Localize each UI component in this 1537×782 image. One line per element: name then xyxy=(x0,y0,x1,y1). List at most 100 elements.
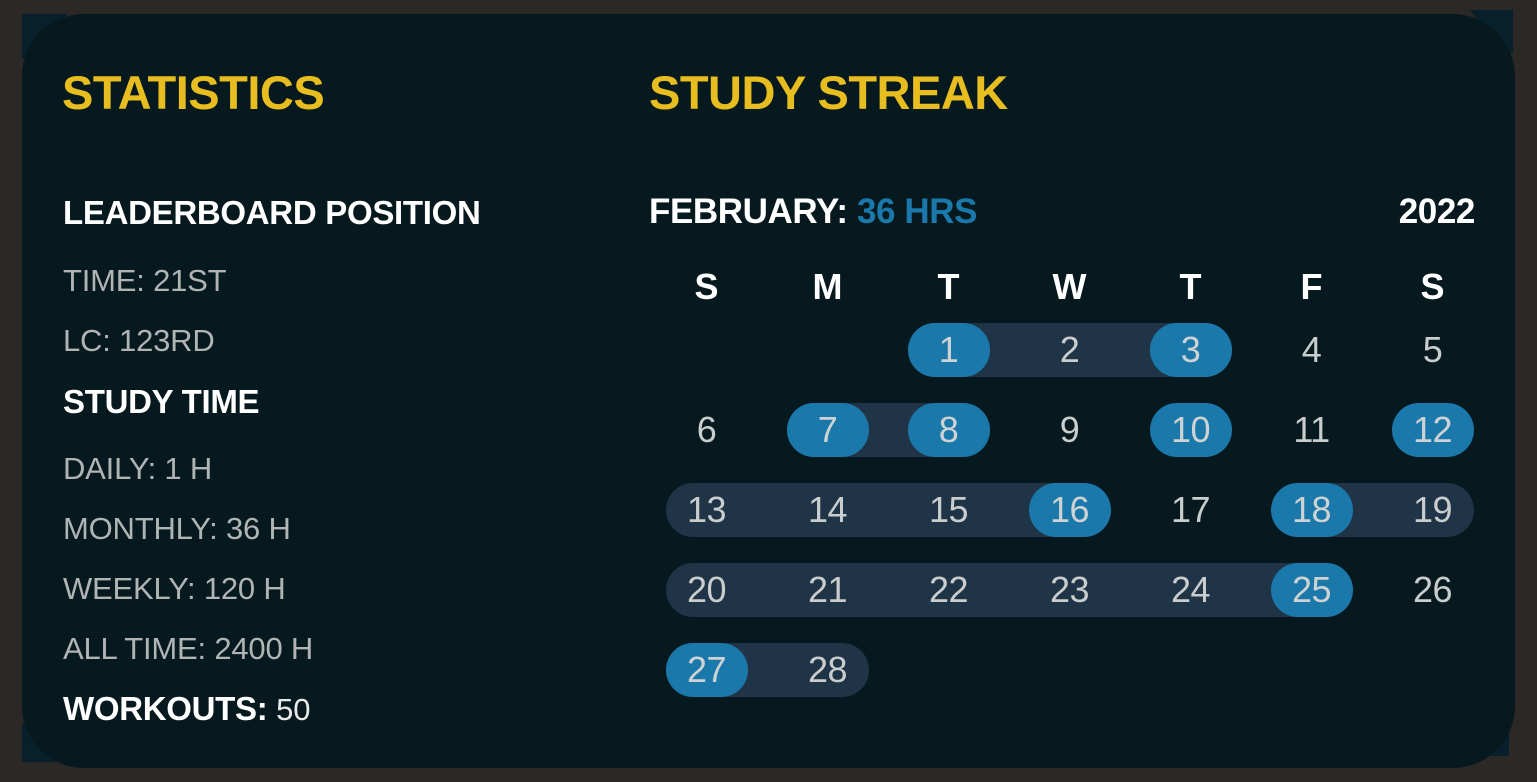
calendar-day-empty xyxy=(646,310,767,390)
calendar-day-label: 6 xyxy=(696,409,717,450)
calendar-day-label: 11 xyxy=(1293,409,1330,450)
calendar-day[interactable]: 21 xyxy=(767,550,888,630)
month-summary: FEBRUARY: 36 HRS xyxy=(649,194,977,229)
calendar-weekday-0: S xyxy=(694,266,719,307)
month-hours-value: 36 HRS xyxy=(856,192,978,231)
calendar-day-label: 7 xyxy=(786,403,869,457)
calendar-day-label: 20 xyxy=(686,569,727,610)
calendar-day-empty xyxy=(767,310,888,390)
streak-band xyxy=(665,563,1353,617)
calendar-day[interactable]: 17 xyxy=(1130,470,1251,550)
calendar-weeks: 1 2 3 4 5 6 7 8 9 10 11 12 13 14 15 16 17 18 19 20 21 22 23 24 2… xyxy=(646,310,1506,710)
calendar-day[interactable]: 22 xyxy=(888,550,1009,630)
workouts-row: WORKOUTS: 50 xyxy=(63,692,311,725)
calendar-day-label: 2 xyxy=(1059,329,1080,370)
calendar-day[interactable]: 12 xyxy=(1372,390,1493,470)
calendar-day-label: 24 xyxy=(1170,569,1211,610)
calendar-day[interactable]: 14 xyxy=(767,470,888,550)
calendar-day-empty xyxy=(1251,630,1372,710)
calendar-day[interactable]: 26 xyxy=(1372,550,1493,630)
calendar-day-label: 27 xyxy=(665,643,748,697)
month-name: FEBRUARY: xyxy=(649,192,848,231)
study-time-monthly: MONTHLY: 36 H xyxy=(63,511,291,546)
calendar-day-label: 25 xyxy=(1270,563,1353,617)
calendar-day-label: 4 xyxy=(1301,329,1322,370)
statistics-title: STATISTICS xyxy=(62,66,325,119)
calendar-day[interactable]: 6 xyxy=(646,390,767,470)
calendar-day-label: 23 xyxy=(1049,569,1090,610)
calendar-day[interactable]: 19 xyxy=(1372,470,1493,550)
calendar-week-row: 20 21 22 23 24 25 26 xyxy=(646,550,1506,630)
workouts-label: WORKOUTS: xyxy=(63,690,268,727)
study-time-daily: DAILY: 1 H xyxy=(63,451,213,486)
calendar-day-label: 26 xyxy=(1412,569,1453,610)
calendar-day[interactable]: 7 xyxy=(767,390,888,470)
calendar-day-label: 10 xyxy=(1149,403,1232,457)
calendar-day[interactable]: 28 xyxy=(767,630,888,710)
calendar-day-label: 15 xyxy=(928,489,969,530)
calendar-day-label: 3 xyxy=(1149,323,1232,377)
calendar-week-row: 6 7 8 9 10 11 12 xyxy=(646,390,1506,470)
calendar-day[interactable]: 27 xyxy=(646,630,767,710)
workouts-value: 50 xyxy=(276,692,311,727)
calendar-day-label: 17 xyxy=(1170,489,1211,530)
study-time-all-time: ALL TIME: 2400 H xyxy=(63,631,314,666)
calendar-day-empty xyxy=(1130,630,1251,710)
calendar-day-label: 12 xyxy=(1391,403,1474,457)
calendar-day-label: 16 xyxy=(1028,483,1111,537)
month-summary-row: FEBRUARY: 36 HRS 2022 xyxy=(649,194,1481,236)
calendar-weekday-4: T xyxy=(1179,266,1202,307)
calendar-week-row: 27 28 xyxy=(646,630,1506,710)
calendar-day-label: 22 xyxy=(928,569,969,610)
calendar-day[interactable]: 9 xyxy=(1009,390,1130,470)
calendar-day-label: 13 xyxy=(686,489,727,530)
leaderboard-position-heading: LEADERBOARD POSITION xyxy=(63,194,481,231)
calendar-day[interactable]: 16 xyxy=(1009,470,1130,550)
calendar-week-row: 13 14 15 16 17 18 19 xyxy=(646,470,1506,550)
calendar-weekday-5: F xyxy=(1300,266,1323,307)
calendar-day[interactable]: 24 xyxy=(1130,550,1251,630)
leaderboard-time-rank: TIME: 21ST xyxy=(63,263,227,298)
calendar-day-empty xyxy=(1372,630,1493,710)
calendar-day[interactable]: 11 xyxy=(1251,390,1372,470)
calendar-day[interactable]: 18 xyxy=(1251,470,1372,550)
calendar-day-label: 14 xyxy=(807,489,848,530)
calendar-day[interactable]: 1 xyxy=(888,310,1009,390)
calendar-day[interactable]: 4 xyxy=(1251,310,1372,390)
study-time-heading: STUDY TIME xyxy=(63,383,260,420)
calendar-weekday-1: M xyxy=(812,266,843,307)
calendar-day-empty xyxy=(1009,630,1130,710)
calendar-day[interactable]: 3 xyxy=(1130,310,1251,390)
calendar-day[interactable]: 5 xyxy=(1372,310,1493,390)
calendar-day-label: 9 xyxy=(1059,409,1080,450)
calendar-week-row: 1 2 3 4 5 xyxy=(646,310,1506,390)
calendar-day-label: 18 xyxy=(1270,483,1353,537)
calendar-day-label: 28 xyxy=(807,649,848,690)
calendar-day-label: 8 xyxy=(907,403,990,457)
calendar-day[interactable]: 20 xyxy=(646,550,767,630)
calendar-weekday-2: T xyxy=(937,266,960,307)
calendar-day[interactable]: 2 xyxy=(1009,310,1130,390)
study-time-weekly: WEEKLY: 120 H xyxy=(63,571,286,606)
calendar-day-label: 1 xyxy=(907,323,990,377)
calendar-weekday-6: S xyxy=(1420,266,1445,307)
calendar-day-label: 5 xyxy=(1422,329,1443,370)
leaderboard-lc-rank: LC: 123RD xyxy=(63,323,215,358)
stats-card-panel: STATISTICS LEADERBOARD POSITION TIME: 21… xyxy=(22,14,1515,768)
calendar-day[interactable]: 8 xyxy=(888,390,1009,470)
calendar-day[interactable]: 13 xyxy=(646,470,767,550)
year-label: 2022 xyxy=(1398,192,1476,231)
calendar-day[interactable]: 10 xyxy=(1130,390,1251,470)
study-streak-title: STUDY STREAK xyxy=(649,66,1008,119)
calendar-day-label: 21 xyxy=(807,569,848,610)
calendar-weekday-3: W xyxy=(1052,266,1087,307)
calendar-day[interactable]: 15 xyxy=(888,470,1009,550)
calendar-day[interactable]: 25 xyxy=(1251,550,1372,630)
calendar-day-empty xyxy=(888,630,1009,710)
calendar-day[interactable]: 23 xyxy=(1009,550,1130,630)
calendar-day-label: 19 xyxy=(1412,489,1453,530)
